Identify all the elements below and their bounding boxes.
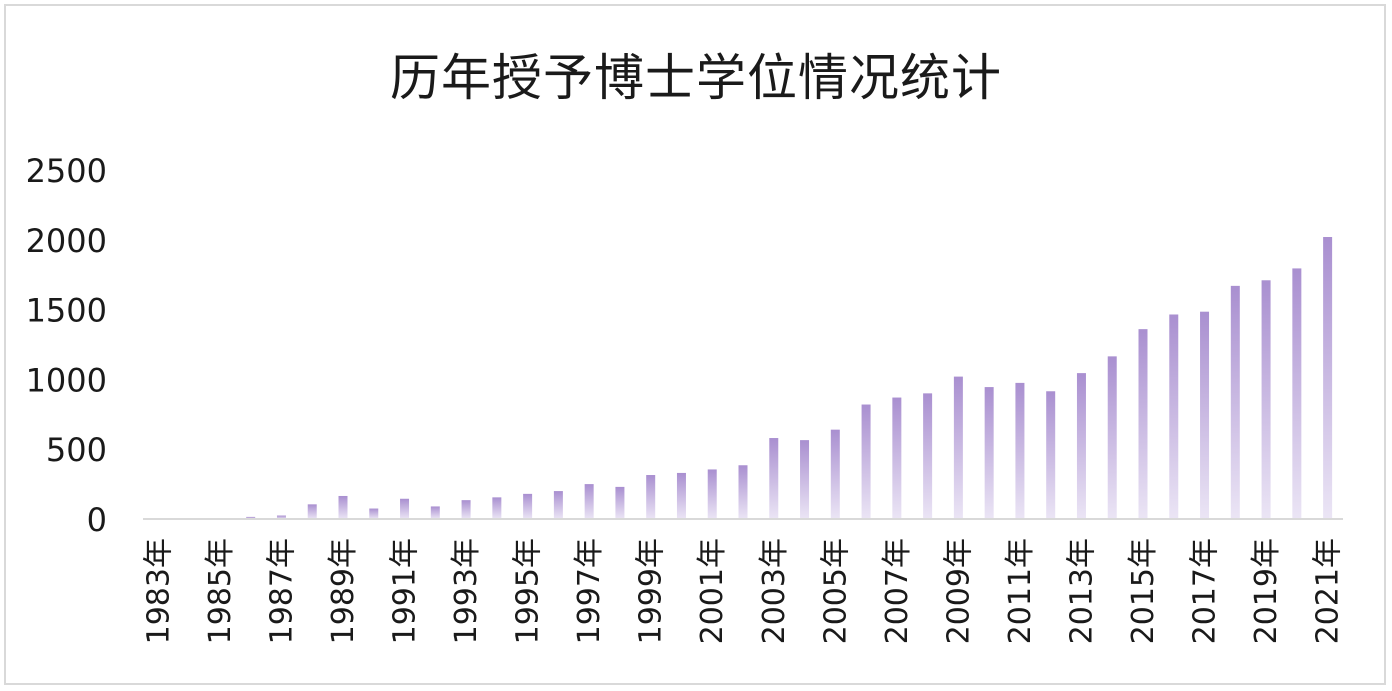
bar-1986年 [246, 516, 256, 519]
y-tick-label: 1000 [26, 361, 107, 399]
bar-1988年 [307, 504, 317, 519]
bars [153, 237, 1333, 519]
x-tick-label: 2005年 [818, 538, 853, 644]
x-tick-label: 1993年 [449, 538, 484, 644]
bar-2007年 [892, 397, 902, 519]
x-tick-label: 2003年 [757, 538, 792, 644]
bar-2014年 [1107, 356, 1117, 519]
bar-1987年 [276, 515, 286, 519]
bar-2016年 [1169, 314, 1179, 519]
x-tick-label: 2007年 [880, 538, 915, 644]
x-tick-label: 1989年 [326, 538, 361, 644]
bar-2017年 [1200, 311, 1210, 519]
x-tick-label: 2009年 [941, 538, 976, 644]
bar-2011年 [1015, 382, 1025, 519]
bar-2018年 [1230, 285, 1240, 519]
bar-1989年 [338, 495, 348, 519]
bar-1996年 [553, 491, 563, 519]
x-tick-label: 2001年 [695, 538, 730, 644]
bar-2009年 [953, 376, 963, 519]
x-tick-label: 1983年 [141, 538, 176, 644]
x-tick-label: 2011年 [1003, 538, 1038, 644]
bar-2019年 [1261, 280, 1271, 519]
bar-2020年 [1292, 268, 1302, 519]
bar-2000年 [676, 472, 686, 519]
chart-frame [4, 4, 1386, 685]
bar-1991年 [400, 498, 410, 519]
bar-1995年 [523, 493, 533, 519]
bar-1994年 [492, 497, 502, 519]
bar-2002年 [738, 465, 748, 519]
y-tick-label: 500 [46, 431, 107, 469]
y-tick-label: 1500 [26, 292, 107, 330]
bar-2021年 [1323, 237, 1333, 519]
x-tick-label: 1991年 [388, 538, 423, 644]
bar-2006年 [861, 404, 871, 519]
y-axis-ticks: 0 500 1000 1500 2000 2500 [26, 152, 107, 539]
x-tick-label: 2015年 [1126, 538, 1161, 644]
x-tick-label: 1987年 [264, 538, 299, 644]
x-tick-label: 1995年 [511, 538, 546, 644]
x-tick-label: 1997年 [572, 538, 607, 644]
bar-1990年 [369, 508, 379, 519]
bar-2012年 [1046, 391, 1056, 519]
x-tick-label: 2019年 [1249, 538, 1284, 644]
x-axis-ticks: 1983年 1985年 1987年 1989年 1991年 1993年 1995年 1997年… [141, 538, 1345, 644]
bar-2013年 [1076, 373, 1086, 519]
bar-2005年 [830, 429, 840, 519]
bar-2004年 [800, 440, 810, 519]
y-tick-label: 2500 [26, 152, 107, 190]
x-tick-label: 1985年 [203, 538, 238, 644]
bar-1993年 [461, 500, 471, 519]
bar-2010年 [984, 387, 994, 519]
bar-1997年 [584, 484, 594, 519]
y-tick-label: 0 [87, 501, 107, 539]
x-tick-label: 2017年 [1188, 538, 1223, 644]
y-tick-label: 2000 [26, 222, 107, 260]
x-tick-label: 2021年 [1311, 538, 1346, 644]
bar-2008年 [923, 393, 933, 519]
bar-2001年 [707, 469, 717, 519]
bar-1998年 [615, 486, 625, 519]
bar-2003年 [769, 438, 779, 519]
bar-1999年 [646, 475, 656, 519]
chart-title: 历年授予博士学位情况统计 [390, 49, 1002, 107]
x-tick-label: 2013年 [1064, 538, 1099, 644]
x-tick-label: 1999年 [634, 538, 669, 644]
bar-1992年 [430, 506, 440, 519]
bar-2015年 [1138, 329, 1148, 519]
